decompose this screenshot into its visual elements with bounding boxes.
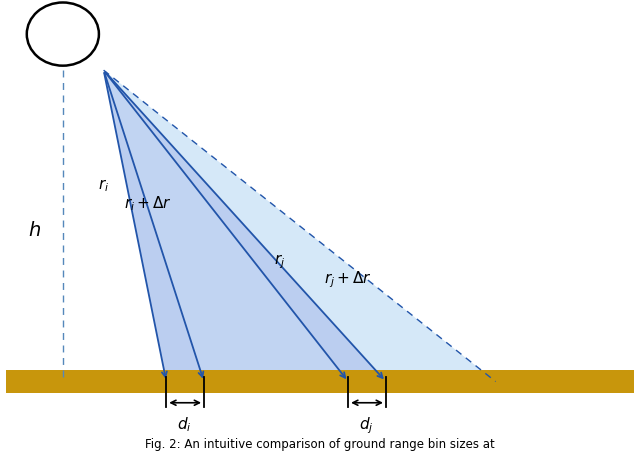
Text: $r_i$: $r_i$ <box>98 177 109 194</box>
Polygon shape <box>104 70 386 381</box>
Ellipse shape <box>27 2 99 66</box>
Text: $r_j$: $r_j$ <box>274 253 285 271</box>
Text: $d_i$: $d_i$ <box>177 415 192 434</box>
Text: $r_i + \Delta r$: $r_i + \Delta r$ <box>124 194 172 213</box>
Bar <box>6 370 634 393</box>
Polygon shape <box>104 70 495 381</box>
Polygon shape <box>104 70 386 381</box>
Text: Fig. 2: An intuitive comparison of ground range bin sizes at: Fig. 2: An intuitive comparison of groun… <box>145 438 495 451</box>
Text: $h$: $h$ <box>28 221 41 240</box>
Polygon shape <box>104 70 204 381</box>
Text: $d_j$: $d_j$ <box>359 415 374 436</box>
Text: $r_j + \Delta r$: $r_j + \Delta r$ <box>324 270 372 290</box>
